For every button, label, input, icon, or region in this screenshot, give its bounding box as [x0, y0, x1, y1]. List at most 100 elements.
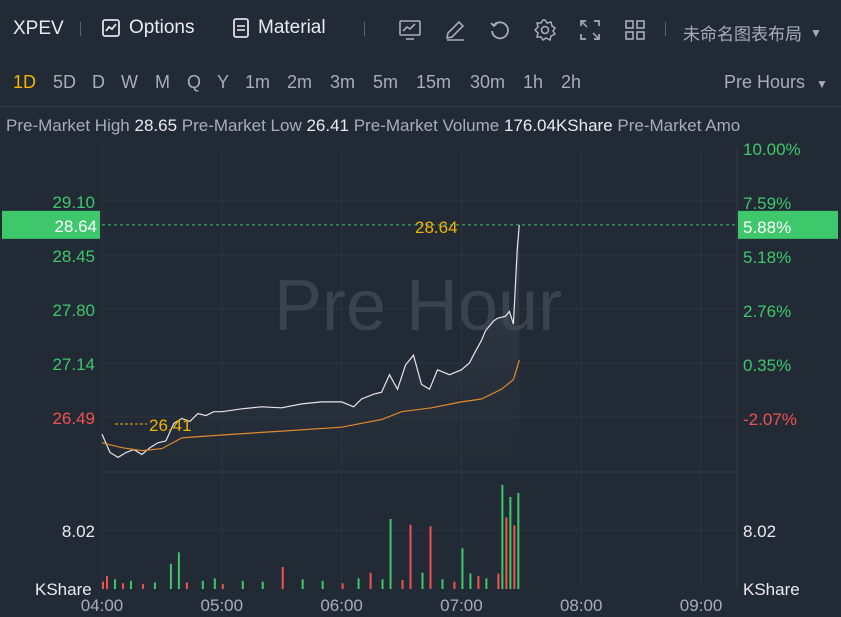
symbol-label[interactable]: XPEV — [13, 18, 64, 39]
volume-bar — [102, 581, 104, 589]
volume-bar — [321, 580, 324, 589]
timeframe-2m[interactable]: 2m — [287, 72, 313, 92]
volume-bar — [509, 496, 512, 589]
percent-axis-label: 10.00% — [743, 140, 801, 159]
time-axis-label: 09:00 — [680, 596, 723, 615]
stat-label: Pre-Market High — [6, 116, 135, 135]
timeframe-5d[interactable]: 5D — [53, 72, 77, 92]
volume-bar — [401, 580, 404, 589]
volume-axis-label: 8.02 — [743, 522, 776, 541]
volume-bar — [213, 578, 216, 589]
price-axis-label: 27.80 — [52, 301, 95, 320]
divider — [0, 106, 841, 107]
timeframe-3m[interactable]: 3m — [330, 72, 356, 92]
timeframe-2h[interactable]: 2h — [561, 72, 582, 92]
top-toolbar: XPEV Options Material 未命名图表布局 ▼ — [0, 0, 841, 60]
volume-unit-label: KShare — [743, 580, 800, 599]
volume-bar — [185, 582, 188, 589]
timeframe-1d[interactable]: 1D — [13, 72, 37, 92]
time-axis-label: 08:00 — [560, 596, 603, 615]
high-marker-label: 28.64 — [415, 218, 458, 237]
volume-bar — [341, 583, 344, 589]
volume-bar — [105, 575, 108, 589]
volume-unit-label: KShare — [35, 580, 92, 599]
volume-bar — [241, 580, 244, 589]
timeframe-w[interactable]: W — [121, 72, 138, 92]
timeframe-5m[interactable]: 5m — [373, 72, 399, 92]
timeframe-y[interactable]: Y — [217, 72, 230, 92]
timeframe-1m[interactable]: 1m — [245, 72, 271, 92]
settings-icon[interactable] — [533, 18, 557, 42]
volume-bar — [141, 584, 144, 589]
price-line — [101, 224, 520, 459]
premarket-stats: Pre-Market High 28.65 Pre-Market Low 26.… — [6, 116, 841, 136]
session-dropdown[interactable]: Pre Hours ▼ — [724, 72, 828, 93]
volume-bar — [429, 526, 432, 589]
volume-bar — [201, 580, 204, 589]
volume-bar — [469, 573, 472, 589]
timeframe-30m[interactable]: 30m — [470, 72, 506, 92]
average-line — [101, 359, 520, 452]
timeframe-15m[interactable]: 15m — [416, 72, 452, 92]
volume-bar — [301, 579, 304, 589]
refresh-icon[interactable] — [488, 18, 512, 42]
low-marker-label: 26.41 — [149, 416, 192, 435]
timeframe-d[interactable]: D — [92, 72, 105, 92]
price-axis-label: 26.49 — [52, 409, 95, 428]
percent-axis-label: 5.18% — [743, 248, 791, 267]
material-icon — [233, 18, 249, 38]
volume-bar — [261, 581, 264, 589]
divider — [80, 22, 81, 36]
chart-icon[interactable] — [398, 18, 422, 42]
timeframe-bar: 1D 5D D W M Q Y 1m 2m 3m 5m 15m 30m 1h 2h — [0, 70, 841, 98]
volume-bar — [221, 584, 224, 589]
current-price-tag — [2, 210, 100, 239]
stat-value: 28.65 — [134, 116, 182, 135]
time-axis-label: 05:00 — [201, 596, 244, 615]
stat-value: 176.04KShare — [503, 116, 618, 135]
divider — [364, 22, 365, 36]
stat-label: Pre-Market Low — [181, 116, 307, 135]
session-label: Pre Hours — [724, 72, 806, 92]
edit-icon[interactable] — [443, 18, 467, 42]
layout-dropdown[interactable]: 未命名图表布局 ▼ — [683, 20, 822, 45]
volume-bar — [113, 579, 116, 589]
grid-icon[interactable] — [623, 18, 647, 42]
percent-axis-label: 7.59% — [743, 194, 791, 213]
volume-bar — [505, 517, 508, 589]
stat-label: Pre-Market Amo — [617, 116, 741, 135]
options-button[interactable]: Options — [101, 17, 194, 39]
volume-bar — [517, 492, 520, 589]
timeframe-m[interactable]: M — [155, 72, 170, 92]
stat-label: Pre-Market Volume — [353, 116, 504, 135]
volume-bar — [153, 582, 156, 589]
timeframe-1h[interactable]: 1h — [523, 72, 544, 92]
volume-bar — [441, 579, 444, 589]
volume-bar — [513, 525, 516, 589]
divider — [665, 22, 666, 36]
volume-bar — [485, 578, 488, 589]
price-axis-label: 29.10 — [52, 193, 95, 212]
volume-bar — [357, 578, 360, 589]
volume-bar — [421, 572, 424, 589]
percent-axis-label: 2.76% — [743, 302, 791, 321]
price-axis-label: 28.45 — [52, 247, 95, 266]
price-axis-label: 27.14 — [52, 355, 95, 374]
current-price-label: 28.64 — [54, 217, 97, 236]
material-button[interactable]: Material — [232, 17, 326, 39]
time-axis-label: 04:00 — [81, 596, 124, 615]
time-axis-label: 07:00 — [440, 596, 483, 615]
fullscreen-icon[interactable] — [578, 18, 602, 42]
current-pct-tag — [738, 210, 838, 239]
volume-bar — [461, 548, 464, 589]
percent-axis-label: -2.07% — [743, 410, 797, 429]
volume-bar — [169, 563, 172, 589]
volume-bar — [389, 518, 392, 589]
volume-bar — [453, 581, 456, 589]
options-icon — [102, 19, 120, 37]
timeframe-q[interactable]: Q — [187, 72, 202, 92]
volume-bar — [477, 575, 480, 589]
volume-axis-label: 8.02 — [62, 522, 95, 541]
volume-bar — [409, 524, 412, 589]
